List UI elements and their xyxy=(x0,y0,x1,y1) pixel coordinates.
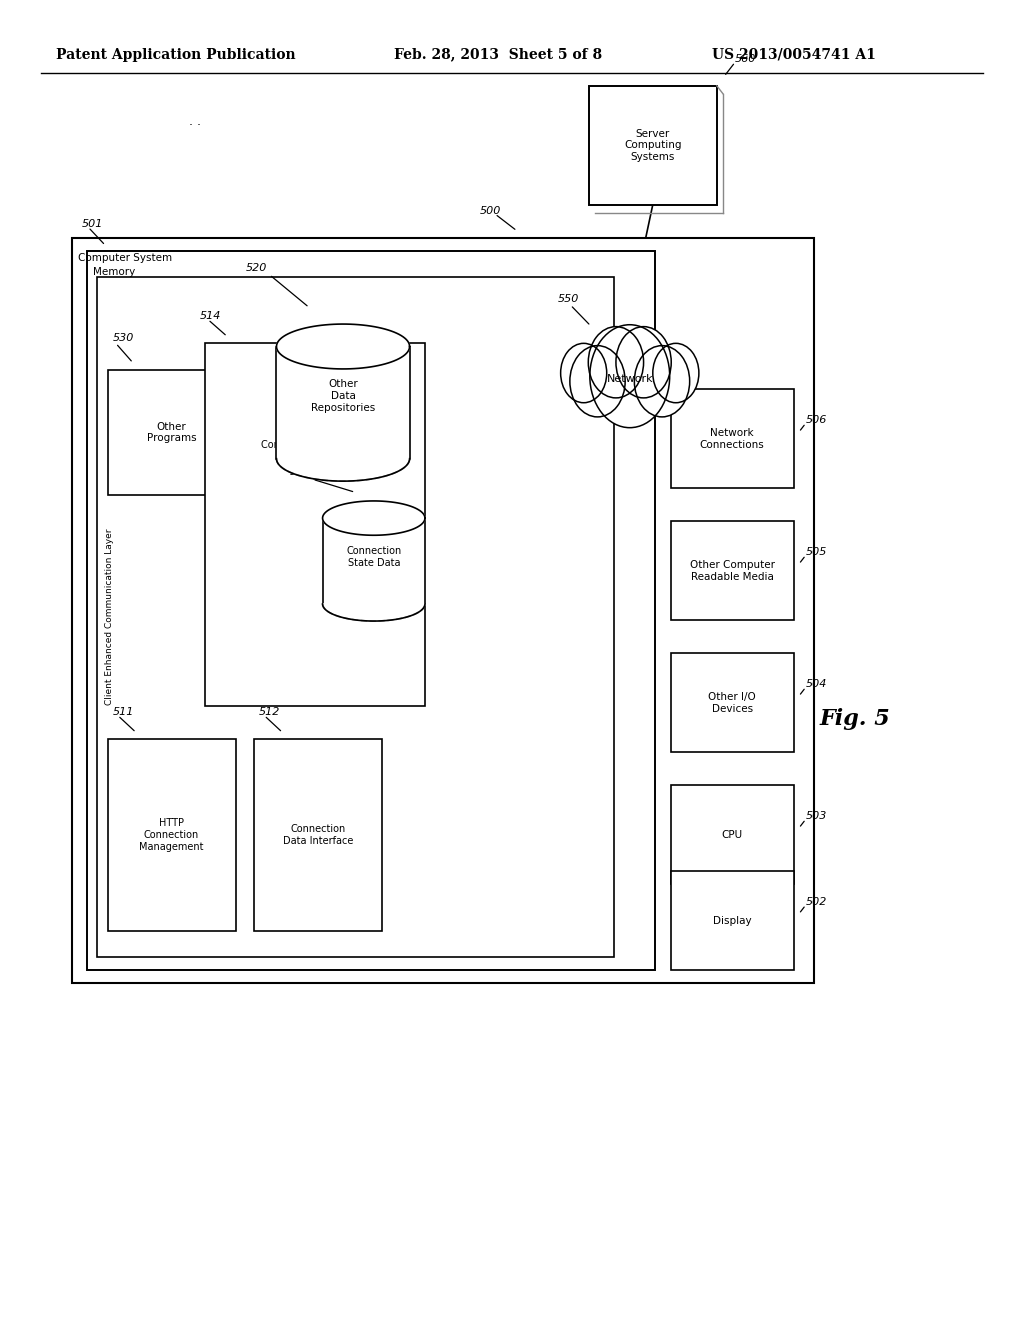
Text: · ·: · · xyxy=(189,119,202,132)
Text: Other
Data
Repositories: Other Data Repositories xyxy=(311,379,375,413)
FancyBboxPatch shape xyxy=(87,251,655,970)
Text: 503: 503 xyxy=(806,810,827,821)
Polygon shape xyxy=(276,347,410,459)
Text: 560: 560 xyxy=(735,54,757,65)
FancyBboxPatch shape xyxy=(671,871,794,970)
Text: 500: 500 xyxy=(480,206,502,216)
FancyBboxPatch shape xyxy=(72,238,814,983)
Circle shape xyxy=(588,326,644,397)
Text: Connection
Data Interface: Connection Data Interface xyxy=(283,824,353,846)
FancyBboxPatch shape xyxy=(97,277,614,957)
FancyBboxPatch shape xyxy=(671,653,794,752)
Text: CPU: CPU xyxy=(722,830,742,840)
FancyBboxPatch shape xyxy=(254,739,382,931)
Text: Memory: Memory xyxy=(93,267,135,277)
Text: 505: 505 xyxy=(806,546,827,557)
FancyBboxPatch shape xyxy=(589,86,717,205)
Polygon shape xyxy=(276,459,410,480)
Polygon shape xyxy=(323,502,425,535)
Text: 520: 520 xyxy=(246,263,267,273)
FancyBboxPatch shape xyxy=(671,785,794,884)
Circle shape xyxy=(561,343,606,403)
Circle shape xyxy=(569,346,625,417)
Polygon shape xyxy=(323,519,425,605)
Text: Fig. 5: Fig. 5 xyxy=(819,709,891,730)
Text: Other Computer
Readable Media: Other Computer Readable Media xyxy=(689,560,775,582)
Text: Patent Application Publication: Patent Application Publication xyxy=(56,48,296,62)
Circle shape xyxy=(590,325,670,428)
FancyBboxPatch shape xyxy=(108,739,236,931)
FancyBboxPatch shape xyxy=(671,389,794,488)
FancyBboxPatch shape xyxy=(671,521,794,620)
Polygon shape xyxy=(276,325,410,368)
Text: Server
Computing
Systems: Server Computing Systems xyxy=(624,128,682,162)
Text: 530: 530 xyxy=(113,333,134,343)
Text: Network
Connections: Network Connections xyxy=(699,428,765,450)
FancyBboxPatch shape xyxy=(205,343,425,706)
Circle shape xyxy=(615,326,672,397)
Text: 504: 504 xyxy=(806,678,827,689)
FancyBboxPatch shape xyxy=(108,370,236,495)
Text: Connection
State Data: Connection State Data xyxy=(346,546,401,568)
Circle shape xyxy=(653,343,699,403)
Text: Client Enhanced Communication Layer: Client Enhanced Communication Layer xyxy=(105,529,115,705)
Circle shape xyxy=(634,346,690,417)
Text: 512: 512 xyxy=(259,708,281,718)
Text: Computer System: Computer System xyxy=(78,253,172,264)
Polygon shape xyxy=(323,605,425,620)
Text: 501: 501 xyxy=(82,219,103,230)
Text: 511: 511 xyxy=(113,708,134,718)
Text: Network: Network xyxy=(606,374,653,384)
Text: Display: Display xyxy=(713,916,752,925)
Text: Other I/O
Devices: Other I/O Devices xyxy=(709,692,756,714)
Text: 502: 502 xyxy=(806,896,827,907)
Text: 506: 506 xyxy=(806,414,827,425)
Text: 514: 514 xyxy=(200,312,221,322)
Text: Other
Programs: Other Programs xyxy=(146,421,197,444)
Text: Enhanced
Communication Layer
API: Enhanced Communication Layer API xyxy=(261,428,369,462)
Text: 513: 513 xyxy=(290,467,311,478)
Text: 550: 550 xyxy=(558,294,580,305)
Text: HTTP
Connection
Management: HTTP Connection Management xyxy=(139,818,204,851)
Text: US 2013/0054741 A1: US 2013/0054741 A1 xyxy=(712,48,876,62)
Text: Feb. 28, 2013  Sheet 5 of 8: Feb. 28, 2013 Sheet 5 of 8 xyxy=(394,48,602,62)
